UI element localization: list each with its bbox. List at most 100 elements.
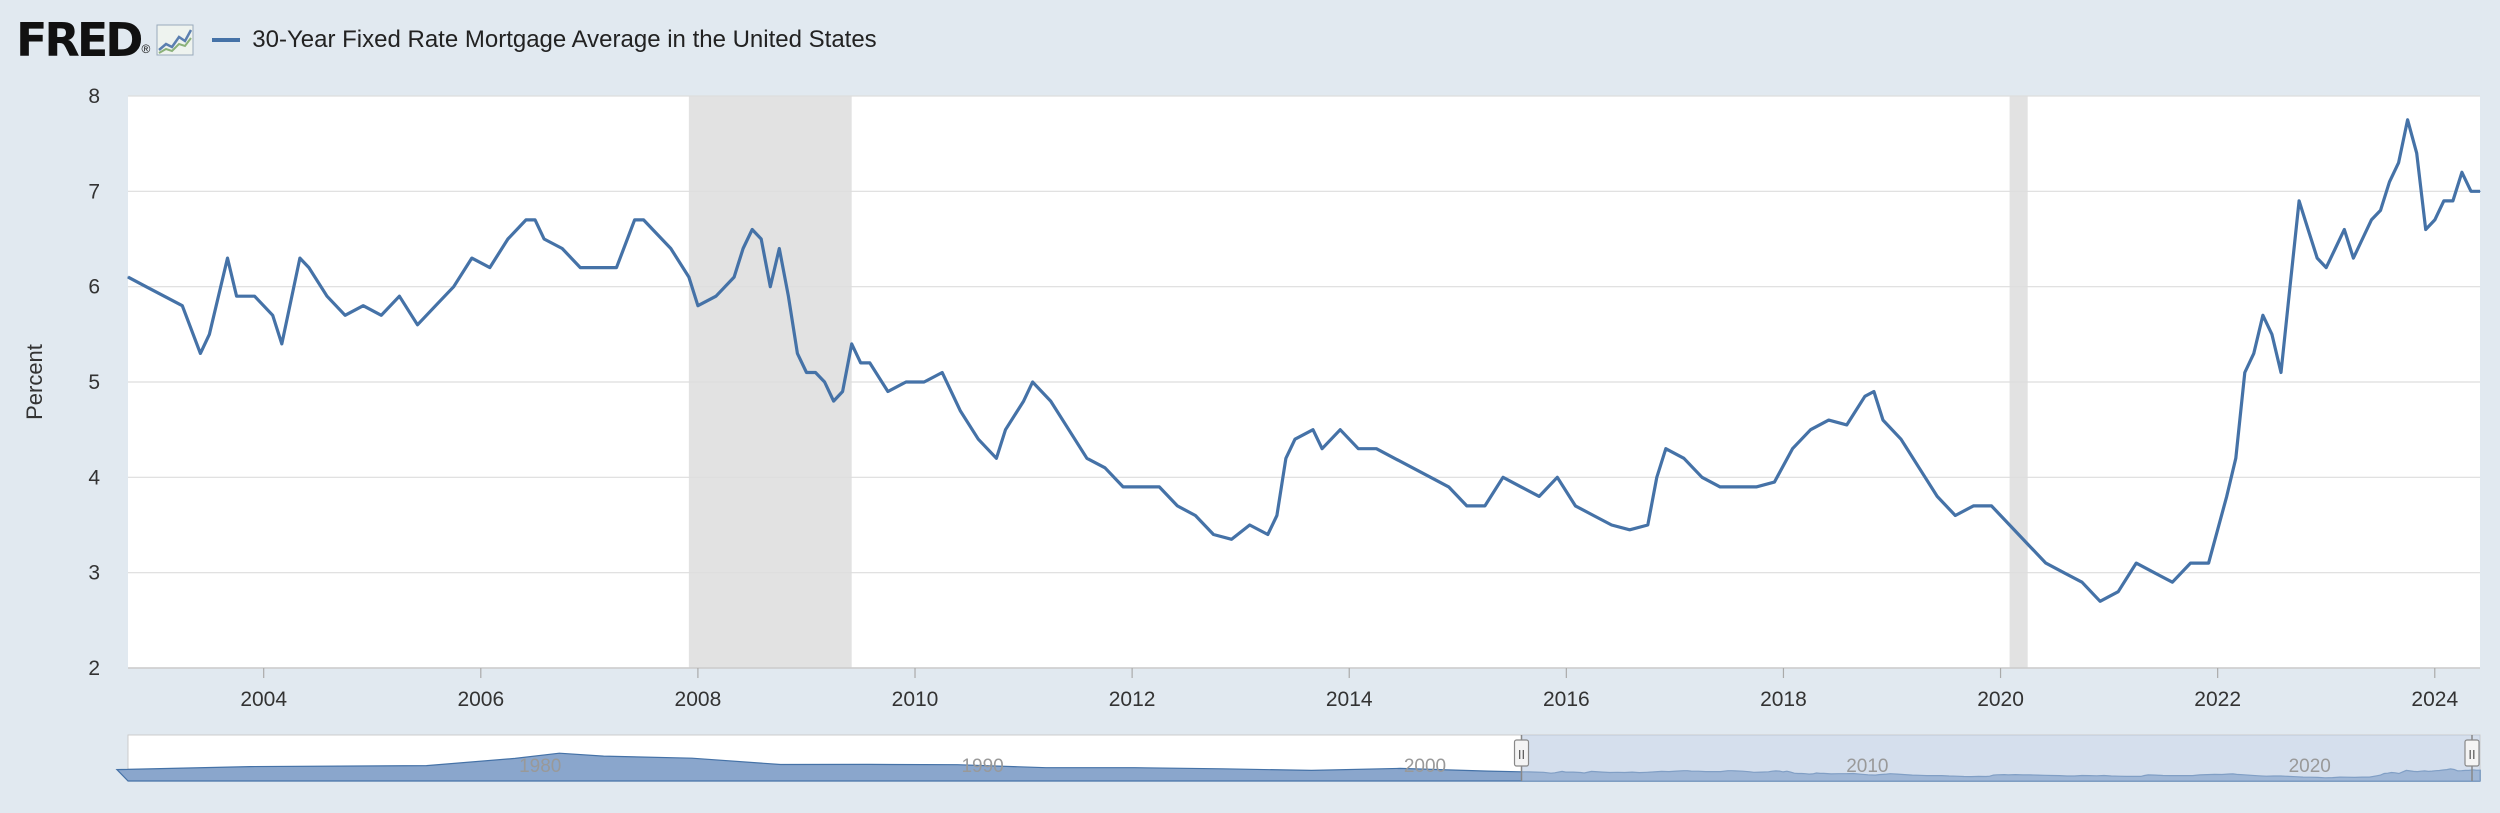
series-point xyxy=(2153,572,2155,574)
series-point xyxy=(643,219,645,221)
fred-logo[interactable]: FRED xyxy=(16,13,143,67)
series-point xyxy=(2262,314,2264,316)
series-point xyxy=(941,371,943,374)
series-point xyxy=(2343,228,2345,231)
series-point xyxy=(326,295,328,297)
series-point xyxy=(796,352,799,354)
navigator-handle-grip[interactable] xyxy=(1513,739,1530,767)
series-point xyxy=(1882,419,1884,421)
series-point xyxy=(2099,600,2101,602)
navigator-label: 2010 xyxy=(1846,756,1888,777)
series-point xyxy=(2189,562,2192,564)
series-point xyxy=(733,276,735,278)
series-point xyxy=(1212,533,1215,536)
series-point xyxy=(1032,381,1034,383)
series-point xyxy=(977,438,979,440)
series-point xyxy=(2316,257,2318,259)
series-point xyxy=(1448,486,1450,488)
series-point xyxy=(1936,495,1938,497)
series-point xyxy=(1665,448,1667,450)
series-point xyxy=(163,295,165,297)
series-point xyxy=(2244,371,2246,374)
series-point xyxy=(1809,429,1812,431)
series-point xyxy=(1846,424,1848,426)
x-tick-label: 2024 xyxy=(2411,688,2458,711)
navigator-handle-right[interactable]: II xyxy=(2464,735,2480,781)
series-point xyxy=(2352,257,2354,259)
series-point xyxy=(2027,543,2029,545)
series-point xyxy=(2171,581,2174,583)
series-point xyxy=(1954,514,1956,517)
series-point xyxy=(1267,533,1269,536)
series-point xyxy=(2271,333,2273,335)
series-point xyxy=(380,314,382,316)
series-point xyxy=(1321,448,1323,450)
series-point xyxy=(362,305,364,307)
series-point xyxy=(489,267,491,269)
series-point xyxy=(254,295,256,297)
series-point xyxy=(2334,247,2336,250)
series-point xyxy=(1276,514,1278,517)
fred-graph-icon xyxy=(156,24,194,56)
series-point xyxy=(2063,572,2065,574)
series-point xyxy=(507,238,509,240)
series-point xyxy=(1393,457,1396,459)
series-point xyxy=(2117,591,2119,593)
series-point xyxy=(2135,562,2137,564)
series-point xyxy=(525,219,527,221)
series-point xyxy=(2361,238,2363,240)
series-point xyxy=(1864,395,1866,397)
range-navigator[interactable]: 1980 1990 2000 2010 2020 II II xyxy=(115,734,2481,782)
navigator-label: 2000 xyxy=(1404,756,1446,777)
navigator-handle-left[interactable]: II xyxy=(1513,735,1530,781)
x-tick-label: 2020 xyxy=(1977,688,2024,711)
series-point xyxy=(2253,352,2255,354)
series-point xyxy=(1502,476,1504,478)
series-point xyxy=(1466,505,1468,507)
legend[interactable]: 30-Year Fixed Rate Mortgage Average in t… xyxy=(212,26,877,54)
series-point xyxy=(823,381,826,383)
series-point xyxy=(1312,429,1314,431)
navigator-selected-range[interactable] xyxy=(1521,735,2480,781)
series-point xyxy=(1339,429,1341,431)
series-point xyxy=(1556,476,1558,478)
series-point xyxy=(1538,495,1540,497)
series-point xyxy=(2479,190,2481,192)
series-point xyxy=(1610,524,1613,526)
series-point xyxy=(1719,486,1721,488)
series-line[interactable] xyxy=(127,118,2480,603)
series-point xyxy=(127,276,129,278)
series-point xyxy=(2289,286,2291,288)
series-point xyxy=(688,276,690,278)
series-point xyxy=(1683,457,1685,459)
series-point xyxy=(670,247,672,250)
navigator-label: 1980 xyxy=(519,756,561,777)
series-point xyxy=(1430,476,1432,478)
series-point xyxy=(787,295,789,297)
series-point xyxy=(1004,429,1007,431)
series-point xyxy=(995,457,998,459)
series-point xyxy=(579,267,581,269)
series-point xyxy=(2443,200,2445,202)
series-point xyxy=(715,295,717,297)
series-point xyxy=(1249,524,1251,526)
series-point xyxy=(1737,486,1739,488)
series-point xyxy=(1972,505,1975,507)
series-point xyxy=(1294,438,1296,440)
navigator-label: 1990 xyxy=(961,756,1003,777)
series-point xyxy=(652,228,654,231)
series-point xyxy=(697,305,699,307)
x-tick-label: 2004 xyxy=(240,688,287,711)
series-point xyxy=(2461,171,2463,173)
series-point xyxy=(2045,562,2047,564)
series-point xyxy=(1791,448,1794,450)
series-point xyxy=(1140,486,1142,488)
navigator-handle-grip[interactable] xyxy=(2464,739,2480,767)
x-tick-label: 2008 xyxy=(675,688,722,711)
x-axis: 2004 2006 2008 2010 2012 2014 2016 2018 2020 2022… xyxy=(128,667,2480,711)
series-point xyxy=(1158,486,1160,488)
series-point xyxy=(887,390,889,393)
series-point xyxy=(1022,400,1025,402)
y-tick-label: 6 xyxy=(88,276,100,299)
series-point xyxy=(760,238,762,240)
